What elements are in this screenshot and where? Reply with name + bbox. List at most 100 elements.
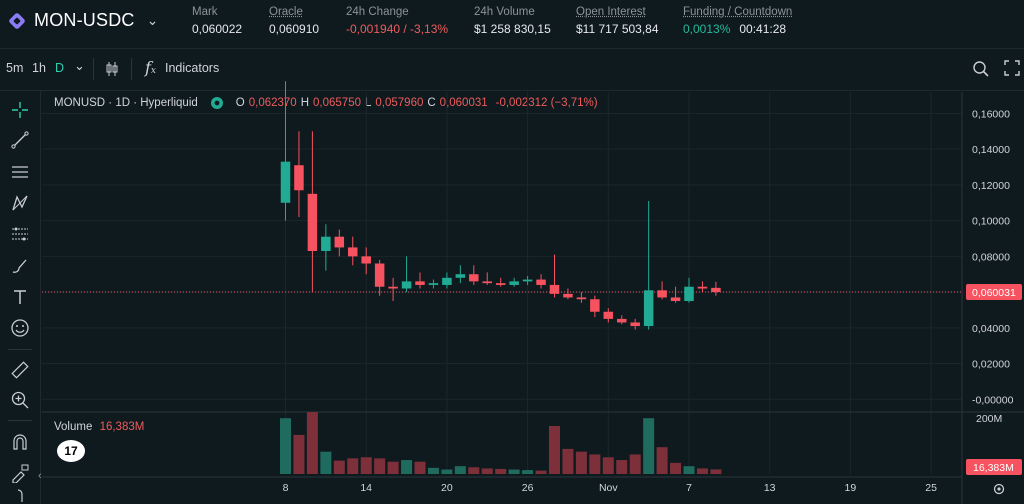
stat-mark: Mark 0,060022 <box>192 6 242 36</box>
stat-24h-change: 24h Change -0,001940 / -3,13% <box>346 6 448 36</box>
candle-body <box>294 165 304 191</box>
volume-bar <box>508 469 520 474</box>
candle-body <box>482 281 492 284</box>
more-tools-icon[interactable] <box>10 488 30 502</box>
volume-bar <box>535 470 547 474</box>
volume-bar <box>602 457 614 474</box>
crosshair-icon[interactable] <box>10 100 30 120</box>
candle-body <box>509 281 519 285</box>
symbol-label: MONUSD · 1D · Hyperliquid <box>54 97 198 109</box>
price-tick-label: 0,08000 <box>972 251 1010 263</box>
candles-type-icon[interactable] <box>104 61 120 77</box>
indicators-button[interactable]: Indicators <box>165 61 220 75</box>
stat-value-text: -0,001940 / -3,13% <box>346 22 449 36</box>
volume-bar <box>401 460 413 474</box>
last-volume-label: 16,383M <box>973 462 1014 474</box>
zoom-search-icon[interactable] <box>972 60 990 78</box>
stat-value: $11 717 503,84 <box>576 22 659 36</box>
candle-body <box>361 256 371 264</box>
funding-countdown: 00:41:28 <box>739 22 787 36</box>
toolbar-divider <box>93 58 94 80</box>
candle-body <box>348 247 358 257</box>
volume-bar <box>320 451 332 474</box>
candle-body <box>630 322 640 327</box>
high-value: 0,065750 <box>313 97 361 109</box>
price-tick-label: 0,14000 <box>972 144 1010 156</box>
trend-line-icon[interactable] <box>10 130 30 150</box>
candle-body <box>711 287 721 293</box>
time-tick-label: 7 <box>686 482 692 494</box>
candle-body <box>428 283 439 285</box>
pattern-tool-icon[interactable] <box>10 193 30 213</box>
pair-name: MON-USDC <box>34 10 135 30</box>
volume-bar <box>589 454 601 474</box>
last-price-badge <box>966 284 1022 301</box>
close-label: C <box>427 97 436 109</box>
low-value: 0,057960 <box>375 97 424 109</box>
stat-label: 24h Change <box>346 6 409 18</box>
interval-5m[interactable]: 5m <box>6 61 24 75</box>
time-tick-label: 26 <box>522 482 534 494</box>
candle-body <box>643 290 654 327</box>
candle-body <box>442 277 452 285</box>
candle-body <box>374 263 385 287</box>
stat-value-text: 0,060022 <box>192 22 243 36</box>
chart-toolbar: 5m 1h D ⌄ fx Indicators <box>0 48 1024 91</box>
stat-value: 0,0013% 00:41:28 <box>683 22 792 36</box>
interval-dropdown-chevron-icon[interactable]: ⌄ <box>74 58 85 73</box>
volume-bar <box>643 418 655 474</box>
candle-body <box>670 297 681 302</box>
volume-bar <box>656 447 668 474</box>
interval-1h[interactable]: 1h <box>32 61 46 75</box>
candle-body <box>603 311 614 319</box>
volume-bar <box>522 470 534 474</box>
time-tick-label: 13 <box>764 482 776 494</box>
lock-drawings-icon[interactable] <box>10 463 30 483</box>
stat-open-interest: Open Interest $11 717 503,84 <box>576 6 659 36</box>
stat-value: 0,060910 <box>269 22 319 36</box>
interval-d[interactable]: D <box>55 61 65 75</box>
tradingview-logo[interactable]: 17 <box>57 440 85 462</box>
open-label: O <box>235 97 245 109</box>
text-tool-icon[interactable] <box>10 287 30 307</box>
magnet-icon[interactable] <box>10 432 30 452</box>
price-tick-label: 0,16000 <box>972 108 1010 120</box>
volume-bar <box>468 467 480 474</box>
volume-bar <box>575 451 587 474</box>
ruler-icon[interactable] <box>10 360 30 380</box>
monad-logo-icon <box>9 12 25 29</box>
fx-icon[interactable]: fx <box>145 58 156 77</box>
last-volume-badge <box>966 459 1022 475</box>
stat-funding-countdown: Funding / Countdown 0,0013% 00:41:28 <box>683 6 792 36</box>
candle-body <box>590 299 600 312</box>
collapse-toolbar-chevron-icon[interactable]: ‹ <box>38 470 42 482</box>
volume-bar <box>306 412 318 474</box>
brush-icon[interactable] <box>10 256 30 276</box>
candle-body <box>684 286 694 302</box>
stat-value-text: 0,0013% <box>683 22 731 36</box>
stat-value-text: 0,060910 <box>269 22 320 36</box>
stat-value: -0,001940 / -3,13% <box>346 22 448 36</box>
settings-gear-icon-center <box>997 487 1001 491</box>
volume-bar <box>454 466 466 474</box>
volume-bar <box>710 469 722 474</box>
prediction-tool-icon[interactable] <box>10 224 30 244</box>
chevron-down-icon[interactable]: ⌄ <box>146 12 159 28</box>
price-tick-label: 0,10000 <box>972 216 1010 228</box>
volume-bar <box>441 469 453 474</box>
close-value: 0,060031 <box>439 97 488 109</box>
volume-bar <box>414 461 426 474</box>
emoji-icon[interactable] <box>10 318 30 338</box>
stat-label: 24h Volume <box>474 6 535 18</box>
pair-selector[interactable]: MON-USDC ⌄ <box>8 10 158 31</box>
market-header: MON-USDC ⌄ Mark 0,060022 Oracle 0,060910 24h… <box>0 0 1024 49</box>
time-tick-label: 20 <box>441 482 453 494</box>
stat-value: $1 258 830,15 <box>474 22 551 36</box>
zoom-in-icon[interactable] <box>10 390 30 410</box>
candle-body <box>280 161 291 203</box>
eye-icon[interactable] <box>210 96 224 110</box>
horizontal-lines-icon[interactable] <box>10 162 30 182</box>
fullscreen-icon[interactable] <box>1004 60 1020 76</box>
volume-value: 16,383M <box>99 421 145 433</box>
